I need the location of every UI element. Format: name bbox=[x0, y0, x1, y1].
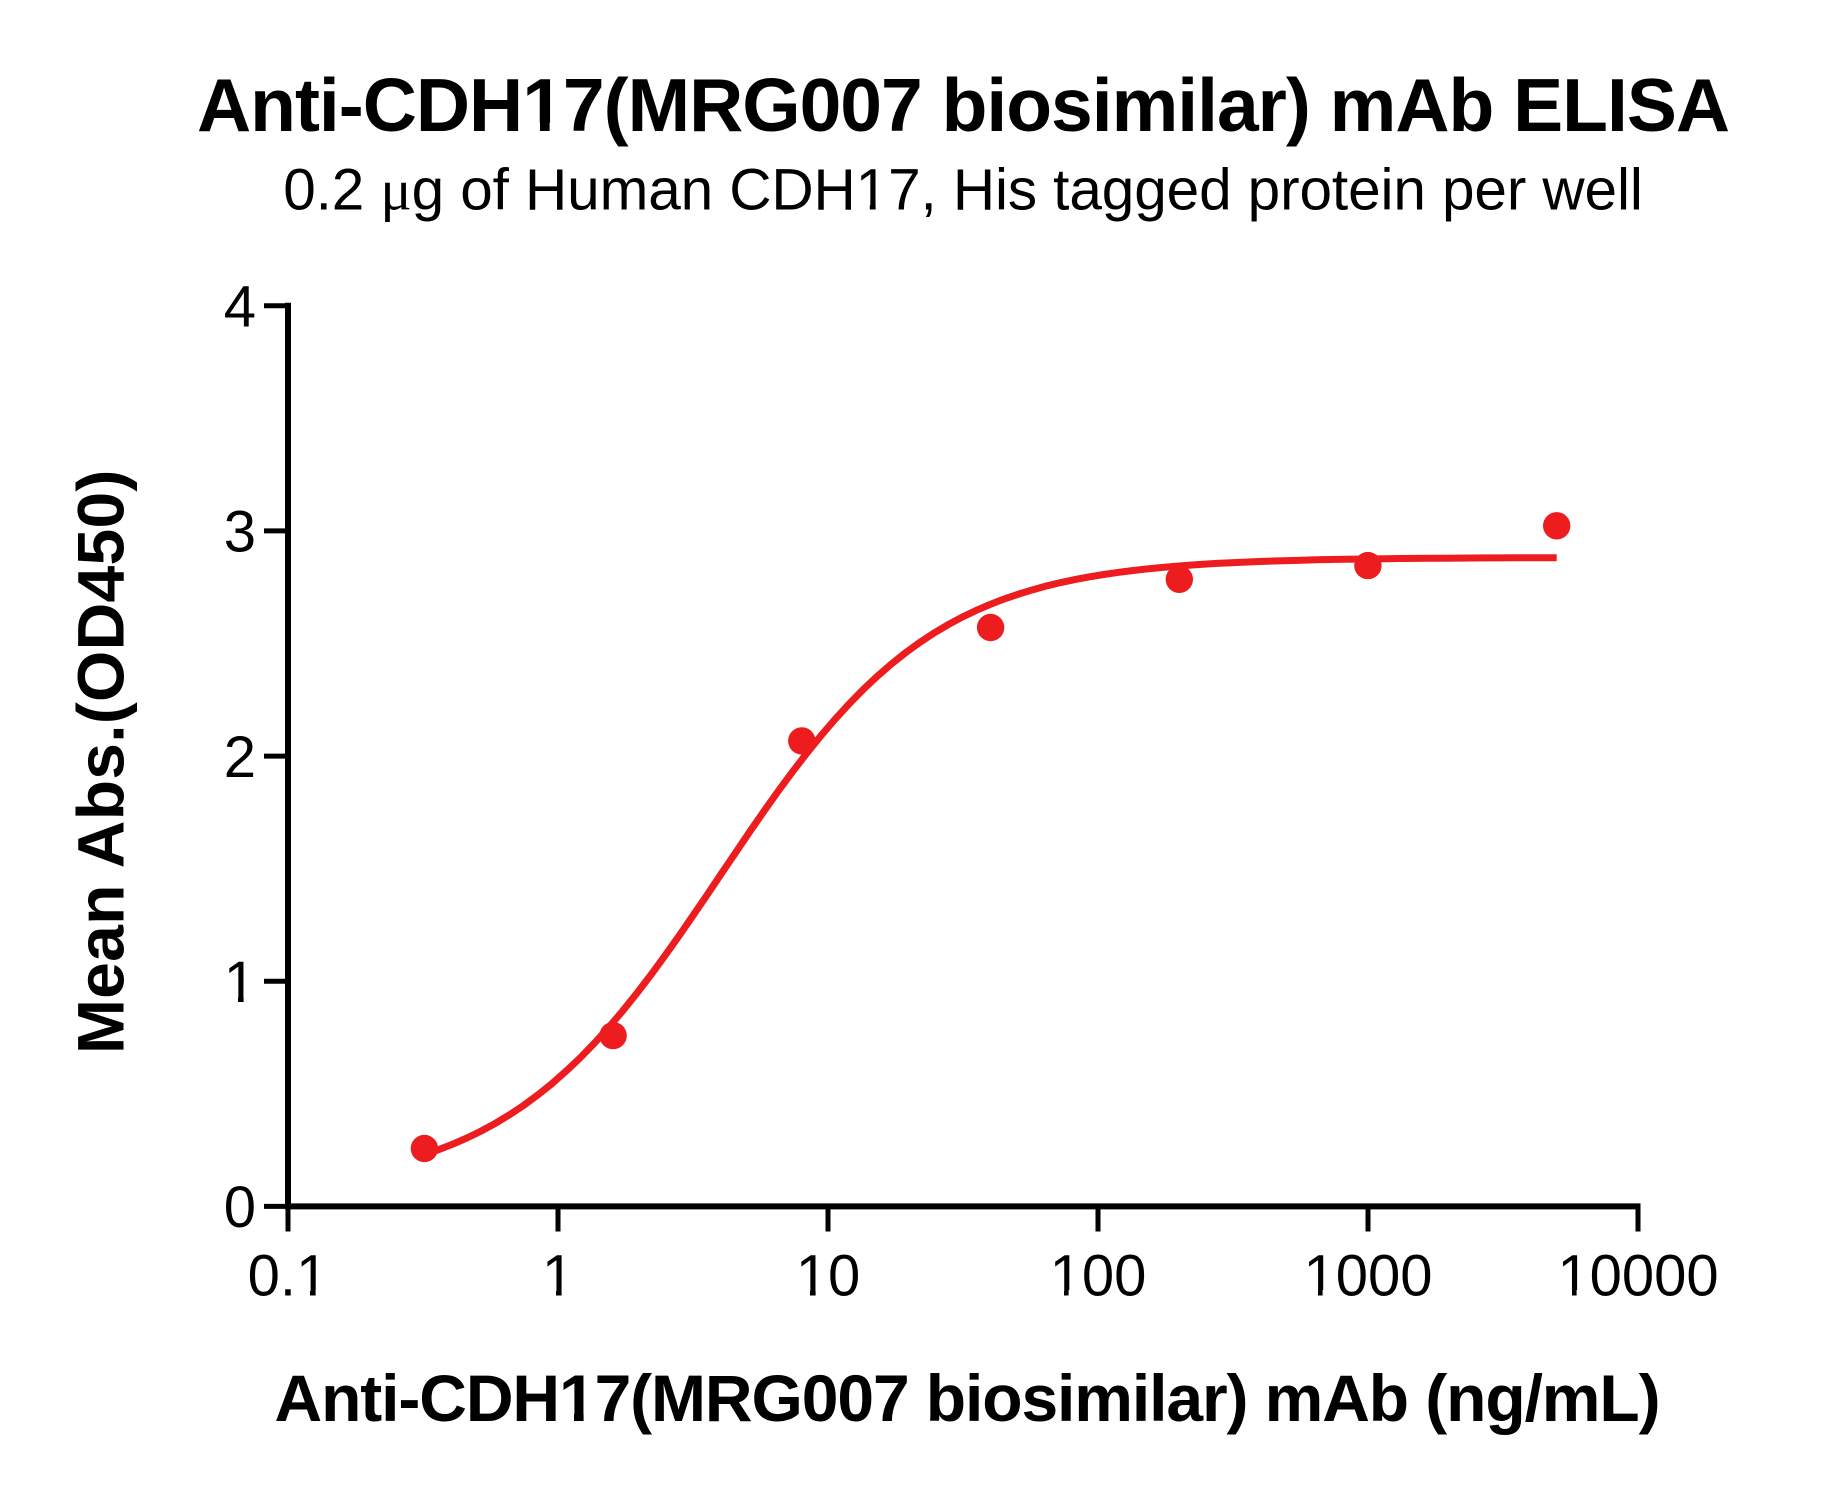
svg-text:10000: 10000 bbox=[1557, 1244, 1718, 1309]
svg-text:100: 100 bbox=[1050, 1244, 1147, 1309]
svg-text:1: 1 bbox=[542, 1244, 574, 1309]
svg-text:4: 4 bbox=[224, 275, 256, 340]
svg-text:0.1: 0.1 bbox=[248, 1244, 329, 1309]
svg-text:Anti-CDH17(MRG007 biosimilar): Anti-CDH17(MRG007 biosimilar) mAb ELISA bbox=[197, 63, 1729, 147]
svg-text:0.2 μg of Human CDH17, His tag: 0.2 μg of Human CDH17, His tagged protei… bbox=[283, 158, 1643, 223]
svg-text:Mean Abs.(OD450): Mean Abs.(OD450) bbox=[63, 469, 137, 1054]
svg-text:3: 3 bbox=[224, 500, 256, 565]
svg-text:1: 1 bbox=[224, 950, 256, 1015]
svg-text:Anti-CDH17(MRG007 biosimilar): Anti-CDH17(MRG007 biosimilar) mAb (ng/mL… bbox=[275, 1361, 1660, 1435]
svg-text:1000: 1000 bbox=[1303, 1244, 1432, 1309]
svg-text:10: 10 bbox=[796, 1244, 861, 1309]
svg-text:0: 0 bbox=[224, 1175, 256, 1240]
svg-text:2: 2 bbox=[224, 725, 256, 790]
